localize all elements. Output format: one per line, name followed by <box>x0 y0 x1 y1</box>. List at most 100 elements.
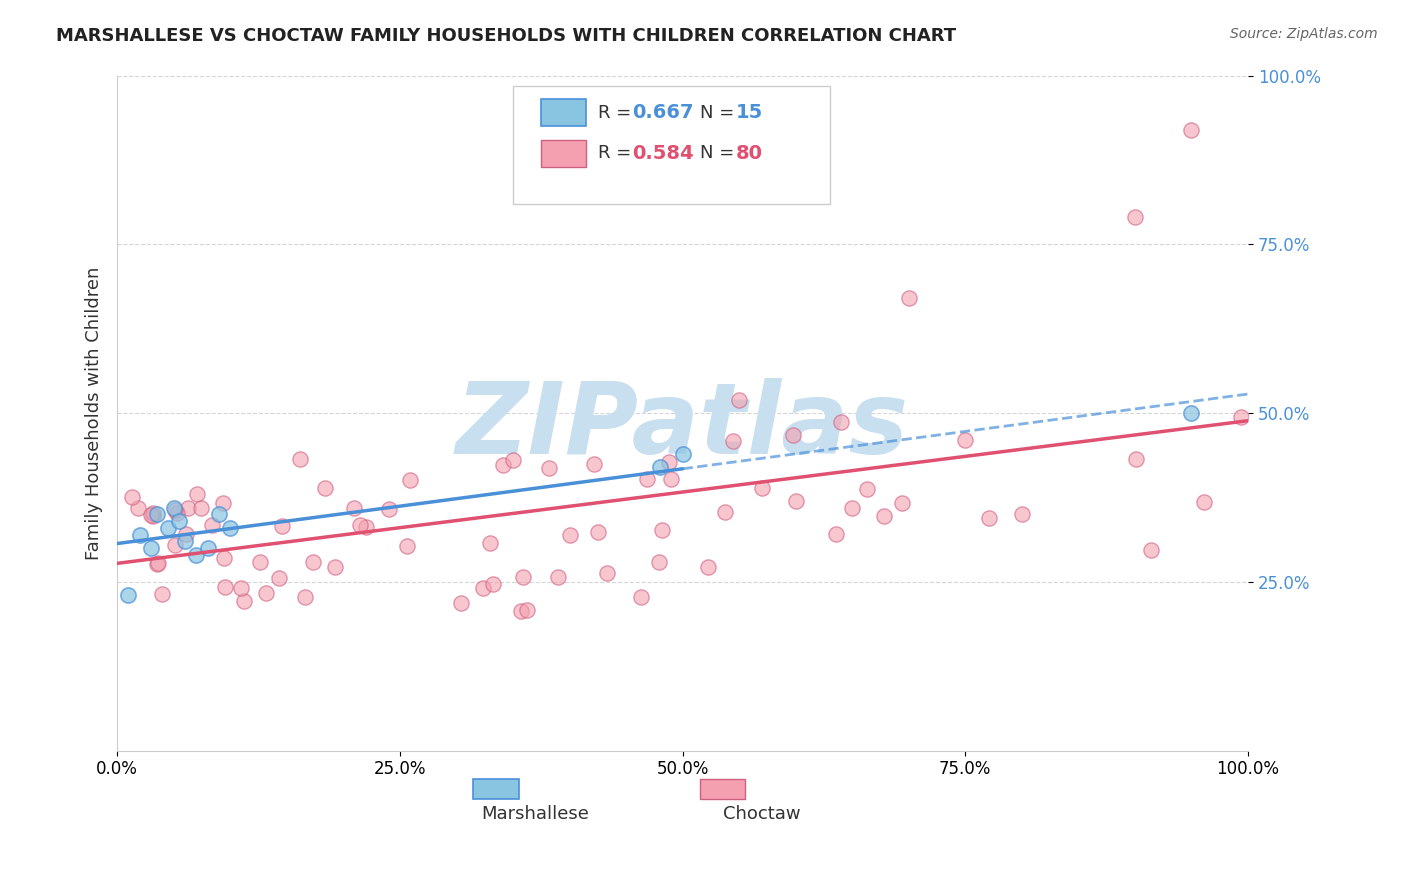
Point <box>150 587 173 601</box>
Point <box>782 427 804 442</box>
Point <box>785 493 807 508</box>
Point <box>1125 452 1147 467</box>
Text: N =: N = <box>700 103 734 121</box>
Point <box>1140 542 1163 557</box>
Point <box>214 581 236 595</box>
Point <box>1011 508 1033 522</box>
Point <box>1180 406 1202 420</box>
Point <box>830 415 852 429</box>
Point <box>582 458 605 472</box>
Point <box>142 509 165 524</box>
Point <box>157 521 180 535</box>
Point <box>979 511 1001 525</box>
Point <box>825 526 848 541</box>
Point <box>516 603 538 617</box>
Point <box>349 517 371 532</box>
Point <box>891 496 914 510</box>
Point <box>558 527 581 541</box>
Point <box>547 570 569 584</box>
Point <box>229 581 252 595</box>
Point <box>396 539 419 553</box>
Point <box>301 556 323 570</box>
Point <box>208 508 231 522</box>
Point <box>163 502 186 516</box>
Text: 15: 15 <box>735 103 763 122</box>
Point <box>294 591 316 605</box>
FancyBboxPatch shape <box>541 99 586 126</box>
Point <box>121 490 143 504</box>
Point <box>271 519 294 533</box>
Point <box>510 604 533 618</box>
Point <box>254 586 277 600</box>
Point <box>190 501 212 516</box>
Text: R =: R = <box>598 103 631 121</box>
Point <box>1180 122 1202 136</box>
Text: Source: ZipAtlas.com: Source: ZipAtlas.com <box>1230 27 1378 41</box>
Point <box>219 521 242 535</box>
Point <box>233 594 256 608</box>
Point <box>450 595 472 609</box>
Point <box>502 453 524 467</box>
FancyBboxPatch shape <box>513 86 830 203</box>
Point <box>212 551 235 566</box>
Text: ZIPatlas: ZIPatlas <box>456 378 910 475</box>
Point <box>855 482 877 496</box>
Point <box>139 541 162 555</box>
Text: Choctaw: Choctaw <box>723 805 800 822</box>
Point <box>1229 410 1251 425</box>
Point <box>186 487 208 501</box>
Point <box>212 496 235 510</box>
Point <box>658 455 681 469</box>
Point <box>586 525 609 540</box>
Point <box>1192 495 1215 509</box>
Text: 80: 80 <box>735 144 762 162</box>
Point <box>128 527 150 541</box>
Point <box>163 538 186 552</box>
Point <box>177 501 200 516</box>
Point <box>873 508 896 523</box>
Point <box>751 481 773 495</box>
Point <box>323 559 346 574</box>
Point <box>290 451 312 466</box>
FancyBboxPatch shape <box>474 779 519 799</box>
Point <box>146 556 169 570</box>
Point <box>697 560 720 574</box>
Point <box>537 461 560 475</box>
Point <box>186 548 208 562</box>
Point <box>1123 211 1146 225</box>
Text: 0.667: 0.667 <box>631 103 693 122</box>
Point <box>174 534 197 549</box>
Point <box>163 500 186 515</box>
Point <box>249 555 271 569</box>
Point <box>200 517 222 532</box>
Point <box>596 566 619 581</box>
Text: 0.584: 0.584 <box>631 144 693 162</box>
Point <box>636 472 658 486</box>
Point <box>721 434 744 449</box>
Point <box>378 501 401 516</box>
Point <box>492 458 515 472</box>
Point <box>142 507 165 521</box>
Point <box>343 501 366 516</box>
FancyBboxPatch shape <box>700 779 745 799</box>
Text: MARSHALLESE VS CHOCTAW FAMILY HOUSEHOLDS WITH CHILDREN CORRELATION CHART: MARSHALLESE VS CHOCTAW FAMILY HOUSEHOLDS… <box>56 27 956 45</box>
Point <box>841 500 863 515</box>
Point <box>267 571 290 585</box>
Point <box>314 481 336 495</box>
Point <box>481 577 503 591</box>
Point <box>117 588 139 602</box>
Point <box>659 472 682 486</box>
Point <box>955 433 977 447</box>
Point <box>399 473 422 487</box>
Y-axis label: Family Households with Children: Family Households with Children <box>86 267 103 559</box>
Point <box>630 590 652 604</box>
Point <box>647 555 669 569</box>
Point <box>671 446 693 460</box>
Text: Marshallese: Marshallese <box>482 805 589 822</box>
Point <box>197 541 219 555</box>
Point <box>354 520 377 534</box>
Point <box>512 570 534 584</box>
Point <box>166 507 188 521</box>
Point <box>127 501 149 516</box>
Point <box>713 505 735 519</box>
